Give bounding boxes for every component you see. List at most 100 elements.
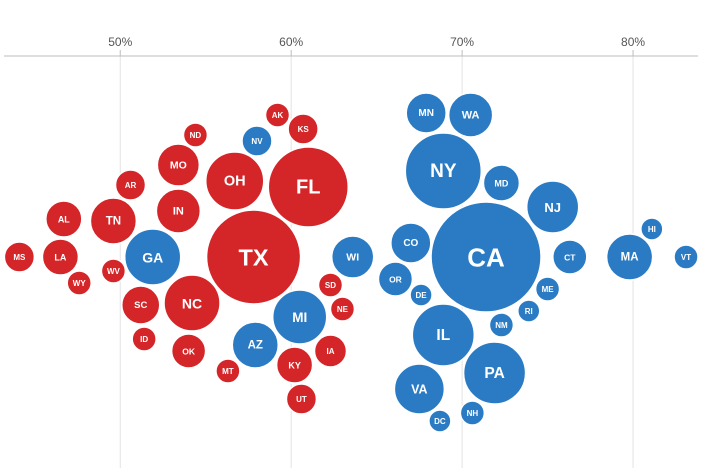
bubble-vt: VT <box>673 244 699 270</box>
bubble-label: DE <box>416 291 428 300</box>
bubble-label: VA <box>411 383 427 397</box>
bubble-label: IN <box>173 206 184 218</box>
bubble-label: MN <box>418 108 434 119</box>
bubble-circle <box>285 383 318 415</box>
bubble-label: TX <box>239 245 269 271</box>
bubble-label: MS <box>13 253 26 262</box>
bubble-label: GA <box>142 250 163 266</box>
bubble-label: NV <box>251 137 263 146</box>
bubble-circle <box>673 244 699 270</box>
bubble-circle <box>330 235 375 279</box>
bubble-circle <box>100 258 127 284</box>
bubble-sd: SD <box>317 272 344 298</box>
bubble-label: NM <box>495 321 508 330</box>
bubble-wy: WY <box>66 270 92 296</box>
bubble-circle <box>411 303 476 367</box>
bubble-label: NY <box>430 161 457 182</box>
bubble-circle <box>3 241 36 273</box>
bubble-label: CA <box>467 243 505 273</box>
bubble-circle <box>41 238 80 276</box>
bubble-label: OK <box>182 347 196 357</box>
bubble-label: AK <box>272 111 284 120</box>
bubble-circle <box>120 285 161 325</box>
bubble-mi: MI <box>271 289 328 345</box>
bubble-mn: MN <box>405 92 447 134</box>
bubble-label: ID <box>140 335 148 344</box>
bubble-circle <box>287 113 319 145</box>
bubble-ia: IA <box>313 334 348 368</box>
bubble-circle <box>428 409 452 433</box>
bubble-circle <box>640 217 664 241</box>
bubble-circle <box>241 125 273 157</box>
x-tick-label: 80% <box>621 35 645 49</box>
x-tick-label: 50% <box>108 35 132 49</box>
bubble-circle <box>205 151 265 211</box>
bubble-label: MD <box>494 179 508 189</box>
bubble-circle <box>156 143 201 187</box>
bubble-circle <box>517 299 541 323</box>
bubble-ar: AR <box>114 169 147 201</box>
bubble-de: DE <box>409 283 433 307</box>
bubble-label: AL <box>58 215 70 225</box>
bubble-circle <box>267 146 350 228</box>
bubble-az: AZ <box>231 321 280 369</box>
bubble-circle <box>313 334 348 368</box>
bubble-label: TN <box>106 216 121 228</box>
bubble-label: WA <box>462 110 480 122</box>
bubble-circle <box>66 270 92 296</box>
bubble-circle <box>459 400 486 426</box>
bubble-label: MI <box>292 310 307 325</box>
bubble-label: HI <box>648 225 656 234</box>
bubbles: MS LA AL WY TN WV AR SC ID GA MO IN NC OK ND MT OH NV AZ TX… <box>3 92 699 433</box>
bubble-tx: TX <box>205 209 302 305</box>
bubble-circle <box>488 312 515 338</box>
bubble-label: KY <box>288 361 301 371</box>
bubble-label: OR <box>389 275 402 285</box>
bubble-fl: FL <box>267 146 350 228</box>
bubble-nh: NH <box>459 400 486 426</box>
bubble-ny: NY <box>404 132 483 210</box>
bubble-label: LA <box>54 253 66 263</box>
bubble-dc: DC <box>428 409 452 433</box>
x-axis: 50% 60% 70% 80% <box>108 35 645 56</box>
bubble-label: ME <box>542 285 555 294</box>
bubble-ut: UT <box>285 383 318 415</box>
bubble-circle <box>404 132 483 210</box>
bubble-mo: MO <box>156 143 201 187</box>
bubble-co: CO <box>390 222 432 264</box>
bubble-circle <box>131 326 157 352</box>
bubble-circle <box>155 188 202 234</box>
bubble-ri: RI <box>517 299 541 323</box>
bubble-label: WI <box>346 252 359 264</box>
bubble-circle <box>605 233 654 281</box>
bubble-label: VT <box>681 253 691 262</box>
bubble-circle <box>163 274 221 332</box>
bubble-label: IA <box>326 347 334 356</box>
bubble-in: IN <box>155 188 202 234</box>
bubble-label: CO <box>403 238 418 249</box>
bubble-wv: WV <box>100 258 127 284</box>
bubble-circle <box>409 283 433 307</box>
bubble-label: RI <box>525 307 533 316</box>
bubble-nj: NJ <box>525 180 580 234</box>
bubble-ak: AK <box>264 102 291 128</box>
bubble-circle <box>231 321 280 369</box>
bubble-label: OH <box>224 174 246 190</box>
bubble-label: FL <box>296 177 320 199</box>
bubble-ks: KS <box>287 113 319 145</box>
bubble-label: CT <box>564 253 576 263</box>
bubble-label: KS <box>298 125 310 134</box>
bubble-il: IL <box>411 303 476 367</box>
bubble-circle <box>275 346 314 384</box>
bubble-label: NJ <box>544 200 561 215</box>
bubble-circle <box>89 197 138 245</box>
bubble-al: AL <box>45 200 83 238</box>
bubble-label: SD <box>325 281 336 290</box>
bubble-ms: MS <box>3 241 36 273</box>
bubble-circle <box>525 180 580 234</box>
bubble-ga: GA <box>123 228 182 286</box>
bubble-me: ME <box>534 276 561 302</box>
bubble-ca: CA <box>430 201 542 313</box>
bubble-circle <box>430 201 542 313</box>
